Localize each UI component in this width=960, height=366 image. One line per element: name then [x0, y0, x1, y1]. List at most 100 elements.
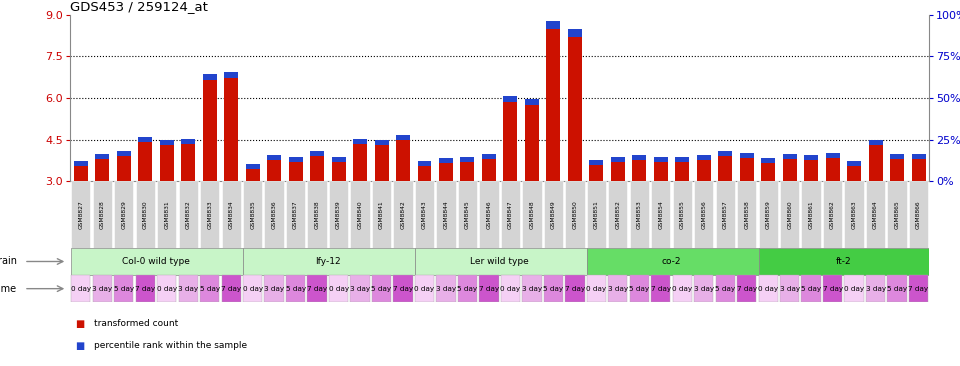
Bar — [264, 275, 284, 302]
Bar — [587, 181, 606, 247]
Bar — [243, 181, 262, 247]
Text: 5 day: 5 day — [887, 286, 907, 292]
Bar — [117, 151, 131, 156]
Bar — [654, 157, 668, 162]
Text: GSM8866: GSM8866 — [916, 200, 921, 229]
Bar — [909, 181, 928, 247]
Bar — [804, 160, 818, 181]
Bar — [181, 139, 195, 144]
Text: time: time — [0, 284, 17, 294]
Bar — [203, 80, 217, 181]
Bar — [396, 139, 410, 181]
Text: GSM8834: GSM8834 — [228, 200, 233, 229]
Text: GSM8848: GSM8848 — [529, 200, 535, 229]
Bar — [909, 275, 928, 302]
Bar — [92, 181, 112, 247]
Bar — [866, 275, 885, 302]
Bar — [179, 275, 198, 302]
Bar — [329, 181, 348, 247]
Bar — [286, 275, 305, 302]
Bar — [222, 275, 241, 302]
Bar — [436, 181, 456, 247]
Bar — [758, 181, 778, 247]
Text: GSM8836: GSM8836 — [272, 200, 276, 229]
Text: GSM8847: GSM8847 — [508, 200, 513, 229]
Bar — [887, 275, 907, 302]
Bar — [350, 181, 370, 247]
Bar — [737, 275, 756, 302]
Bar — [525, 105, 539, 181]
Bar — [157, 275, 177, 302]
Text: GSM8846: GSM8846 — [487, 200, 492, 229]
Text: 0 day: 0 day — [758, 286, 779, 292]
Bar — [546, 29, 561, 181]
Bar — [522, 181, 541, 247]
Text: 5 day: 5 day — [372, 286, 392, 292]
Bar — [179, 181, 198, 247]
Bar — [630, 275, 649, 302]
Bar — [222, 181, 241, 247]
Bar — [289, 162, 302, 181]
Bar — [331, 162, 346, 181]
Text: GSM8861: GSM8861 — [808, 200, 814, 229]
Text: 7 day: 7 day — [823, 286, 843, 292]
Text: 7 day: 7 day — [221, 286, 241, 292]
Text: 7 day: 7 day — [393, 286, 413, 292]
Bar — [673, 275, 692, 302]
Bar — [503, 96, 517, 102]
Bar — [758, 247, 930, 275]
Bar — [329, 275, 348, 302]
Text: 0 day: 0 day — [415, 286, 435, 292]
Bar — [372, 181, 392, 247]
Bar — [782, 154, 797, 159]
Text: GSM8849: GSM8849 — [551, 200, 556, 229]
Text: lfy-12: lfy-12 — [315, 257, 341, 266]
Bar — [418, 166, 431, 181]
Text: GSM8835: GSM8835 — [251, 200, 255, 229]
Bar — [159, 145, 174, 181]
Text: GSM8827: GSM8827 — [79, 200, 84, 229]
Bar — [651, 181, 670, 247]
Text: 7 day: 7 day — [135, 286, 156, 292]
Bar — [71, 247, 243, 275]
Bar — [845, 275, 864, 302]
Text: GSM8828: GSM8828 — [100, 200, 105, 229]
Bar — [439, 158, 453, 163]
Text: GSM8853: GSM8853 — [636, 200, 642, 229]
Bar — [694, 181, 713, 247]
Bar — [568, 29, 582, 37]
Bar — [804, 155, 818, 160]
Bar — [353, 144, 367, 181]
Text: 0 day: 0 day — [500, 286, 520, 292]
Text: 0 day: 0 day — [156, 286, 177, 292]
Bar — [331, 157, 346, 162]
Text: 3 day: 3 day — [780, 286, 800, 292]
Bar — [912, 154, 925, 159]
Text: strain: strain — [0, 257, 17, 266]
Bar — [503, 102, 517, 181]
Text: GSM8852: GSM8852 — [615, 200, 620, 229]
Bar — [869, 140, 882, 145]
Bar — [157, 181, 177, 247]
Bar — [159, 140, 174, 145]
Text: GSM8840: GSM8840 — [357, 200, 363, 229]
Bar — [715, 181, 735, 247]
Bar — [310, 156, 324, 181]
Bar — [458, 275, 477, 302]
Bar — [243, 247, 415, 275]
Text: GSM8859: GSM8859 — [766, 200, 771, 229]
Text: 3 day: 3 day — [866, 286, 886, 292]
Bar — [823, 181, 842, 247]
Text: GSM8857: GSM8857 — [723, 200, 728, 229]
Bar — [761, 163, 775, 181]
Text: GSM8855: GSM8855 — [680, 200, 684, 229]
Text: GSM8844: GSM8844 — [444, 200, 448, 229]
Bar — [546, 21, 561, 29]
Bar — [200, 275, 220, 302]
Bar — [114, 275, 133, 302]
Bar — [181, 144, 195, 181]
Bar — [415, 275, 434, 302]
Bar — [374, 145, 389, 181]
Bar — [307, 181, 326, 247]
Bar — [715, 275, 735, 302]
